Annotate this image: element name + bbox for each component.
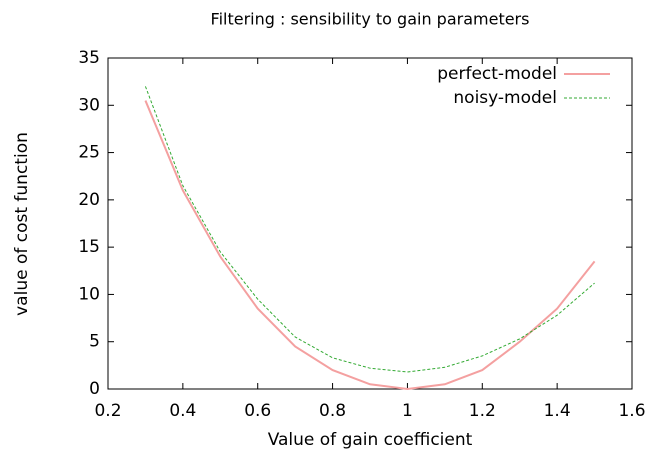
legend-label: perfect-model	[437, 64, 557, 84]
x-tick-label: 1.4	[544, 401, 571, 421]
x-tick-label: 0.6	[244, 401, 271, 421]
x-axis-label: Value of gain coefficient	[268, 430, 473, 450]
y-tick-label: 15	[78, 237, 100, 257]
x-tick-label: 1	[402, 401, 413, 421]
plot-frame	[107, 57, 633, 390]
x-tick-label: 0.2	[94, 401, 121, 421]
y-tick-label: 25	[78, 143, 100, 163]
y-tick-label: 35	[78, 48, 100, 68]
y-axis-label: value of cost function	[12, 132, 32, 316]
x-tick-label: 0.8	[319, 401, 346, 421]
x-tick-label: 1.2	[469, 401, 496, 421]
x-tick-label: 1.6	[618, 401, 645, 421]
y-tick-label: 5	[89, 332, 100, 352]
x-tick-label: 0.4	[169, 401, 196, 421]
line-series	[144, 86, 595, 373]
y-tick-label: 0	[89, 379, 100, 399]
chart-title: Filtering : sensibility to gain paramete…	[211, 10, 530, 29]
y-tick-label: 20	[78, 190, 100, 210]
legend-label: noisy-model	[453, 88, 557, 108]
line-series	[144, 100, 596, 391]
y-tick-label: 10	[78, 284, 100, 304]
y-tick-label: 30	[78, 95, 100, 115]
